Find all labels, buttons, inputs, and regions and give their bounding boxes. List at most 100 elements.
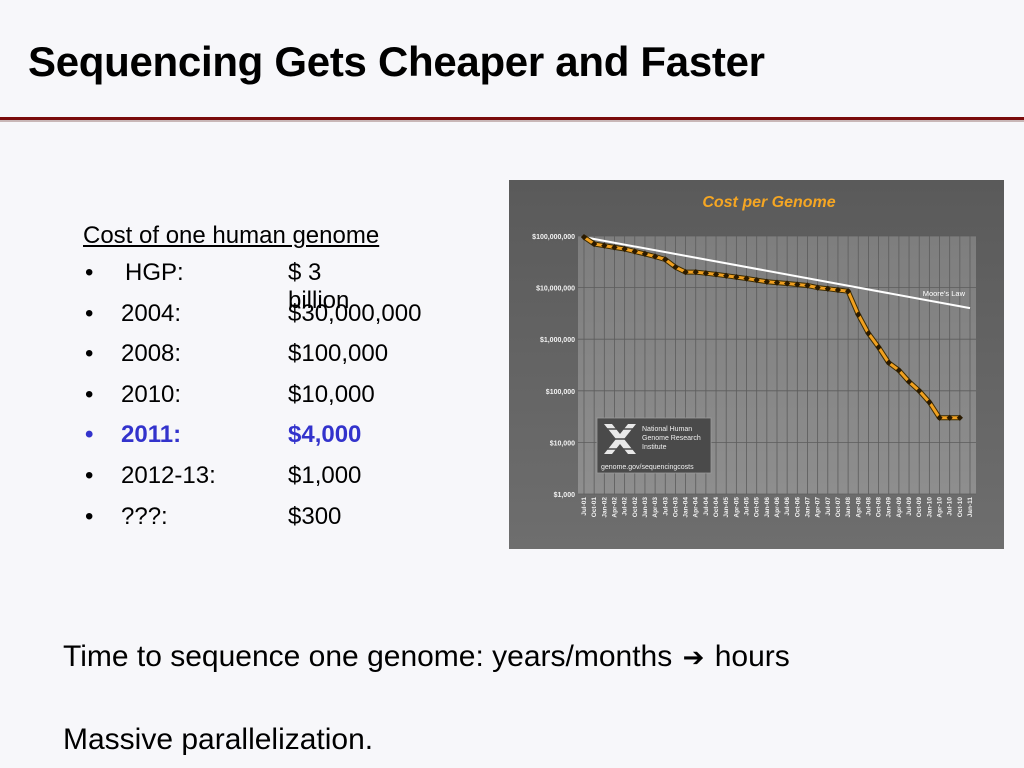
title-divider xyxy=(0,117,1024,120)
bullet: • xyxy=(85,421,94,449)
cost-item-hgp: • HGP: $ 3 billion xyxy=(83,259,379,314)
x-tick-label: Jan-08 xyxy=(845,497,852,518)
x-tick-label: Jan-03 xyxy=(642,497,649,518)
cost-item-unknown: • ???: $300 xyxy=(83,503,379,544)
nhgri-logo-icon xyxy=(604,424,636,454)
cost-data-point xyxy=(875,344,882,351)
x-tick-label: Jul-05 xyxy=(744,497,751,516)
cost-item-value: $30,000,000 xyxy=(288,299,422,327)
logo-text-line: National Human xyxy=(642,426,692,433)
title-divider-shadow xyxy=(0,120,1024,122)
nhgri-logo-box: National Human Genome Research Institute… xyxy=(596,417,712,474)
bullet: • xyxy=(85,461,94,489)
time-to-sequence-text: Time to sequence one genome: years/month… xyxy=(63,640,790,674)
x-tick-label: Jul-10 xyxy=(947,497,954,516)
cost-item-value: $10,000 xyxy=(288,380,375,408)
cost-item-value: $4,000 xyxy=(288,421,362,449)
x-tick-label: Jul-01 xyxy=(581,497,588,516)
moores-law-label: Moore's Law xyxy=(923,289,966,298)
cost-item-value: $ 3 billion xyxy=(288,259,350,314)
x-tick-label: Jul-06 xyxy=(784,497,791,516)
x-tick-label: Apr-08 xyxy=(855,497,862,518)
x-tick-label: Jan-04 xyxy=(683,497,690,518)
bullet: • xyxy=(85,502,94,530)
logo-text-line: Genome Research xyxy=(642,435,701,442)
right-arrow-icon: ➔ xyxy=(682,642,705,672)
x-tick-label: Oct-06 xyxy=(794,497,801,518)
x-tick-label: Jan-09 xyxy=(886,497,893,518)
cost-data-point xyxy=(936,414,943,421)
x-tick-label: Jul-07 xyxy=(825,497,832,516)
cost-item-2012-13: • 2012-13: $1,000 xyxy=(83,462,379,503)
y-tick-label: $100,000 xyxy=(546,389,575,396)
x-tick-label: Apr-05 xyxy=(733,497,740,518)
x-tick-label: Jan-06 xyxy=(764,497,771,518)
x-tick-label: Jan-02 xyxy=(601,497,608,518)
x-tick-label: Oct-03 xyxy=(672,497,679,518)
x-tick-label: Oct-05 xyxy=(754,497,761,518)
chart-title: Cost per Genome xyxy=(702,194,835,211)
x-tick-label: Apr-10 xyxy=(937,497,944,518)
x-tick-label: Oct-09 xyxy=(916,497,923,518)
cost-item-label: HGP: xyxy=(125,259,184,286)
x-tick-label: Jul-04 xyxy=(703,497,710,516)
x-tick-label: Jul-09 xyxy=(906,497,913,516)
cost-data-point xyxy=(956,414,963,421)
cost-list: Cost of one human genome • HGP: $ 3 bill… xyxy=(83,222,421,544)
cost-data-point xyxy=(946,414,953,421)
cost-item-label: 2011: xyxy=(121,421,182,449)
cost-list-heading: Cost of one human genome xyxy=(83,222,380,249)
x-tick-label: Apr-07 xyxy=(815,497,822,518)
x-tick-label: Apr-03 xyxy=(652,497,659,518)
parallelization-text: Massive parallelization. xyxy=(63,723,374,756)
time-text: Time to sequence one genome: years/month… xyxy=(63,640,673,673)
x-tick-label: Jul-03 xyxy=(662,497,669,516)
x-tick-label: Apr-02 xyxy=(611,497,618,518)
cost-item-label: 2012-13: xyxy=(121,461,216,489)
cost-item-2008: • 2008: $100,000 xyxy=(83,340,388,381)
x-tick-label: Jan-05 xyxy=(723,497,730,518)
y-tick-label: $100,000,000 xyxy=(532,234,575,241)
bullet: • xyxy=(85,380,94,408)
cost-item-label: 2004: xyxy=(121,299,182,327)
x-tick-label: Jan-07 xyxy=(804,497,811,518)
slide-title: Sequencing Gets Cheaper and Faster xyxy=(28,38,765,85)
x-tick-label: Oct-10 xyxy=(957,497,964,518)
x-tick-label: Oct-01 xyxy=(591,497,598,518)
y-tick-label: $10,000,000 xyxy=(536,286,575,293)
x-tick-label: Oct-02 xyxy=(632,497,639,518)
cost-item-value: $300 xyxy=(288,502,342,530)
x-tick-label: Jul-08 xyxy=(865,497,872,516)
bullet: • xyxy=(85,340,94,368)
cost-item-value: $100,000 xyxy=(288,340,389,368)
x-tick-label: Jan-11 xyxy=(967,497,974,518)
logo-text-line: Institute xyxy=(642,444,667,451)
bullet: • xyxy=(85,299,94,327)
cost-item-label: 2010: xyxy=(121,380,182,408)
x-tick-label: Apr-04 xyxy=(693,497,700,518)
x-tick-label: Jul-02 xyxy=(622,497,629,516)
cost-data-point xyxy=(662,256,669,263)
time-suffix: hours xyxy=(714,640,790,673)
y-tick-label: $10,000 xyxy=(550,440,575,447)
cost-data-point xyxy=(651,253,659,260)
cost-item-2010: • 2010: $10,000 xyxy=(83,381,379,422)
chart-svg: Cost per Genome $100,000,000 $10,000,000 $… xyxy=(509,180,1004,549)
cost-item-2004: • 2004: $30,000,000 xyxy=(83,299,421,341)
cost-item-label: ???: xyxy=(121,502,168,530)
cost-per-genome-chart: Cost per Genome $100,000,000 $10,000,000 $… xyxy=(509,180,1004,549)
x-tick-label: Oct-07 xyxy=(835,497,842,518)
moores-law-line xyxy=(583,236,971,310)
cost-item-2011: • 2011: $4,000 xyxy=(83,421,379,462)
x-tick-label: Oct-04 xyxy=(713,497,720,518)
y-tick-label: $1,000 xyxy=(554,492,576,499)
logo-url: genome.gov/sequencingcosts xyxy=(601,464,694,471)
x-tick-label: Oct-08 xyxy=(876,497,883,518)
cost-item-value: $1,000 xyxy=(288,461,362,489)
bullet: • xyxy=(85,259,94,286)
y-tick-label: $1,000,000 xyxy=(540,337,575,344)
x-tick-label: Jan-10 xyxy=(926,497,933,518)
x-tick-label: Apr-06 xyxy=(774,497,781,518)
x-tick-label: Apr-09 xyxy=(896,497,903,518)
cost-item-label: 2008: xyxy=(121,340,182,368)
